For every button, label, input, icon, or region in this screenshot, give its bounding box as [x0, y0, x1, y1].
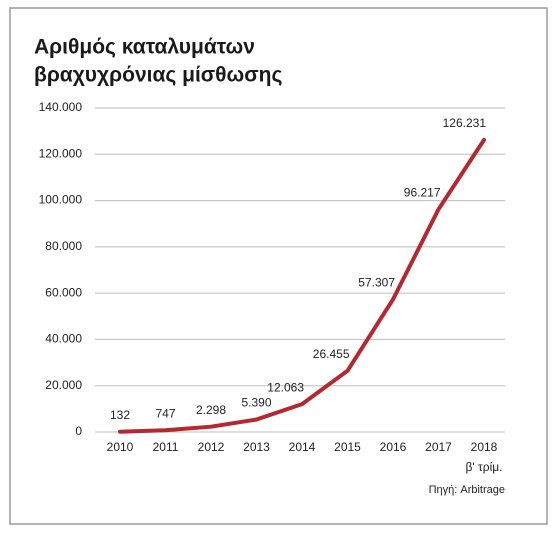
x-tick-label: 2011	[153, 440, 179, 454]
frame	[9, 7, 548, 525]
category-note: β' τρίμ.	[465, 460, 502, 474]
x-tick-label: 2016	[380, 440, 407, 454]
chart-title: Αριθμός καταλυμάτων	[34, 36, 255, 59]
y-tick-label: 120.000	[39, 146, 83, 160]
x-tick-label: 2012	[198, 440, 225, 454]
data-label: 12.063	[267, 380, 304, 394]
data-label: 132	[110, 408, 130, 422]
y-tick-label: 140.000	[39, 100, 83, 114]
y-tick-label: 20.000	[45, 378, 82, 392]
data-label: 26.455	[313, 347, 350, 361]
x-tick-label: 2010	[107, 440, 134, 454]
y-tick-label: 40.000	[45, 332, 82, 346]
y-tick-label: 100.000	[39, 193, 83, 207]
source: Πηγή: Arbitrage	[429, 484, 505, 496]
data-label: 5.390	[241, 396, 271, 410]
data-label: 57.307	[358, 276, 395, 290]
x-tick-label: 2014	[289, 440, 316, 454]
line	[118, 137, 486, 434]
y-tick-label: 60.000	[45, 285, 82, 299]
x-tick-label: 2018	[471, 440, 498, 454]
x-tick-label: 2017	[425, 440, 452, 454]
data-label: 2.298	[196, 403, 226, 417]
data-label: 747	[155, 406, 175, 420]
x-tick-label: 2015	[334, 440, 361, 454]
y-tick-label: 80.000	[45, 239, 82, 253]
y-tick-label: 0	[75, 424, 82, 438]
x-tick-label: 2013	[243, 440, 270, 454]
chart-title: βραχυχρόνιας μίσθωσης	[34, 64, 282, 87]
data-label: 126.231	[443, 116, 487, 130]
data-label: 96.217	[404, 185, 441, 199]
